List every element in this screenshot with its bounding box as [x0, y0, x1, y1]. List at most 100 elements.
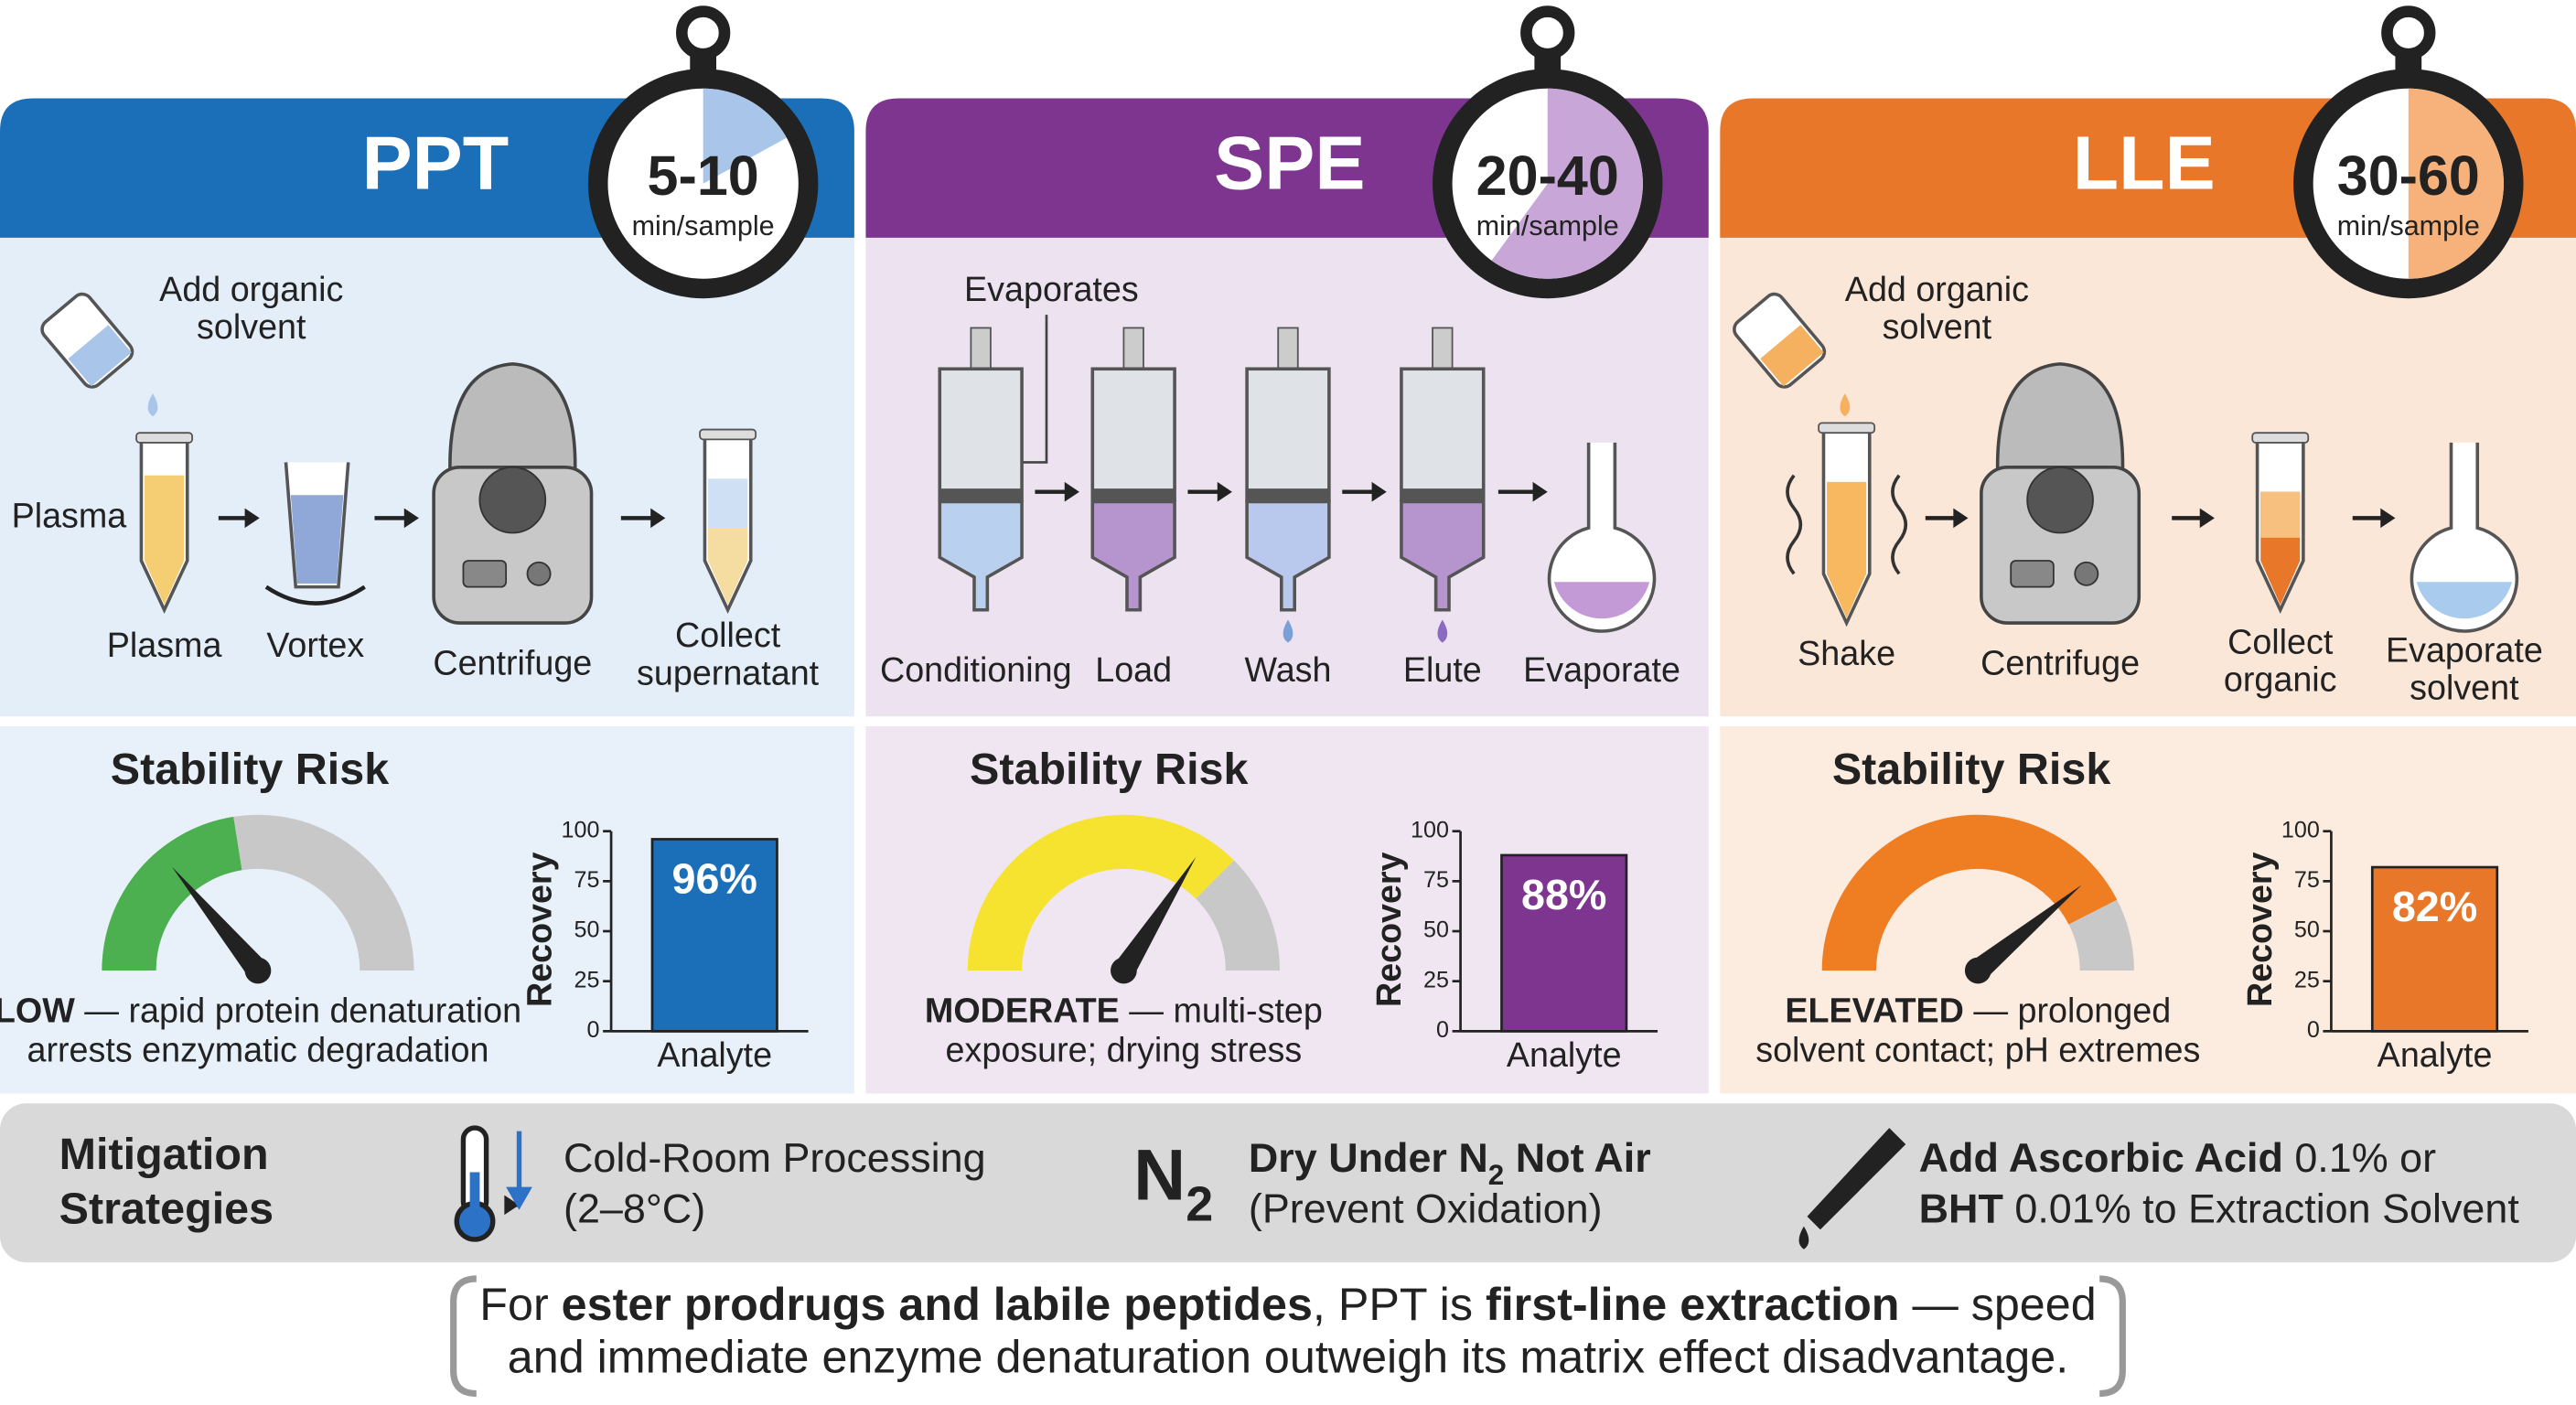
mitigation-title: Strategies: [59, 1184, 274, 1233]
gauge-band: [233, 814, 414, 971]
vortex-arrow: [264, 585, 366, 606]
thermometer-fill: [469, 1172, 480, 1218]
dropper: [1807, 1128, 1906, 1230]
step-label: Plasma: [107, 626, 222, 664]
x-tick-label: Analyte: [1507, 1035, 1622, 1074]
gauge-needle: [172, 866, 267, 979]
knob: [2074, 561, 2099, 586]
value-label: 96%: [672, 854, 757, 902]
n2-icon: N2: [1133, 1134, 1213, 1231]
step-label: Vortex: [266, 626, 364, 664]
mitigation-title: Mitigation: [59, 1130, 269, 1179]
text-segment: first-line extraction: [1486, 1280, 1900, 1331]
panel-title: LLE: [2073, 121, 2216, 205]
step-label: Load: [1095, 650, 1172, 689]
text-segment: 0.01% to Extraction Solvent: [2003, 1185, 2519, 1231]
frit: [1092, 488, 1175, 502]
y-axis-label: Recovery: [2240, 852, 2279, 1006]
mitigation-band: [0, 1103, 2576, 1263]
risk-text-segment: — rapid protein denaturation: [75, 992, 521, 1030]
footer-bracket: [450, 1275, 2126, 1398]
rotor: [2026, 466, 2094, 534]
drop: [1840, 393, 1851, 417]
organic-layer: [2260, 491, 2301, 538]
text-segment: Cold-Room Processing: [564, 1134, 986, 1181]
display: [2010, 560, 2055, 588]
gauge-hub: [1964, 957, 1991, 984]
value-label: 88%: [1521, 871, 1606, 918]
bottle-liquid: [68, 325, 132, 387]
y-tick-label: 25: [2294, 967, 2320, 992]
y-axis-label: Recovery: [521, 852, 559, 1006]
barrel: [938, 367, 1024, 502]
n2-sub: 2: [1186, 1177, 1213, 1232]
risk-text: LOW — rapid protein denaturation: [0, 992, 521, 1030]
timer-knob: [2381, 5, 2436, 60]
step-label: supernatant: [637, 653, 820, 692]
flask-liquid: [1553, 582, 1650, 619]
text-segment: Not Air: [1504, 1134, 1650, 1181]
arrow-head: [2199, 508, 2215, 529]
barrel: [1090, 367, 1176, 502]
value-label: 82%: [2392, 883, 2477, 930]
timer-time: 30-60: [2337, 145, 2480, 207]
bottle: [1733, 292, 1827, 389]
y-tick-label: 100: [562, 817, 600, 842]
timer-wedge: [703, 88, 787, 184]
timer-time: 20-40: [1476, 145, 1619, 207]
gauge-band: [102, 816, 242, 971]
arrow-head: [504, 1195, 520, 1216]
text-segment: , PPT is: [1313, 1280, 1486, 1331]
note: Add organic: [159, 270, 343, 308]
bar: [2370, 865, 2499, 1033]
y-tick-label: 50: [1423, 917, 1449, 943]
panel-title: SPE: [1214, 121, 1365, 205]
x-tick-label: Analyte: [657, 1035, 772, 1074]
timer-wedge: [2408, 88, 2504, 279]
flask-liquid: [2416, 582, 2512, 619]
frit: [1401, 488, 1484, 502]
mitigation-text: (2–8°C): [564, 1185, 705, 1231]
y-tick-label: 0: [2307, 1017, 2320, 1043]
y-axis-label: Recovery: [1369, 852, 1408, 1006]
mitigation-text: (Prevent Oxidation): [1249, 1185, 1603, 1231]
arrow-head: [2380, 508, 2396, 529]
y-tick-label: 50: [574, 917, 600, 943]
arrow-head: [650, 508, 666, 529]
risk-heading: Stability Risk: [111, 745, 390, 794]
arrow-head: [1371, 481, 1387, 502]
step-label: Elute: [1403, 650, 1482, 689]
arrow-head: [1064, 481, 1079, 502]
mitigation-text: BHT 0.01% to Extraction Solvent: [1919, 1185, 2520, 1231]
risk-text: arrests enzymatic degradation: [27, 1031, 488, 1069]
text-segment: — speed: [1900, 1280, 2097, 1331]
gauge-band: [1196, 860, 1281, 971]
x-tick-label: Analyte: [2377, 1035, 2493, 1074]
step-label: Centrifuge: [433, 644, 592, 682]
frit: [939, 488, 1023, 502]
text-segment: 2: [1488, 1159, 1504, 1191]
mitigation-text: Dry Under N2 Not Air: [1249, 1134, 1651, 1191]
text-segment: (Prevent Oxidation): [1249, 1185, 1603, 1231]
knob: [526, 561, 552, 586]
step-label: Collect: [2227, 622, 2334, 660]
text-segment: and immediate enzyme denaturation outwei…: [508, 1332, 2068, 1383]
barrel: [1400, 367, 1486, 502]
risk-level: MODERATE: [925, 992, 1120, 1030]
rotor: [478, 466, 547, 534]
timer-knob: [1520, 5, 1575, 60]
cartridge: [1090, 499, 1176, 612]
step-label: Conditioning: [880, 650, 1072, 689]
mitigation-text: Cold-Room Processing: [564, 1134, 986, 1181]
text-segment: Add Ascorbic Acid: [1919, 1134, 2283, 1181]
footer-text: and immediate enzyme denaturation outwei…: [508, 1332, 2068, 1383]
text-segment: 0.1% or: [2283, 1134, 2436, 1181]
y-tick-label: 100: [1411, 817, 1449, 842]
risk-level: LOW: [0, 992, 75, 1030]
y-tick-label: 25: [574, 967, 600, 992]
y-tick-label: 100: [2281, 817, 2320, 842]
risk-heading: Stability Risk: [970, 745, 1249, 794]
beaker-liquid: [290, 495, 344, 585]
arrow-head: [1532, 481, 1548, 502]
